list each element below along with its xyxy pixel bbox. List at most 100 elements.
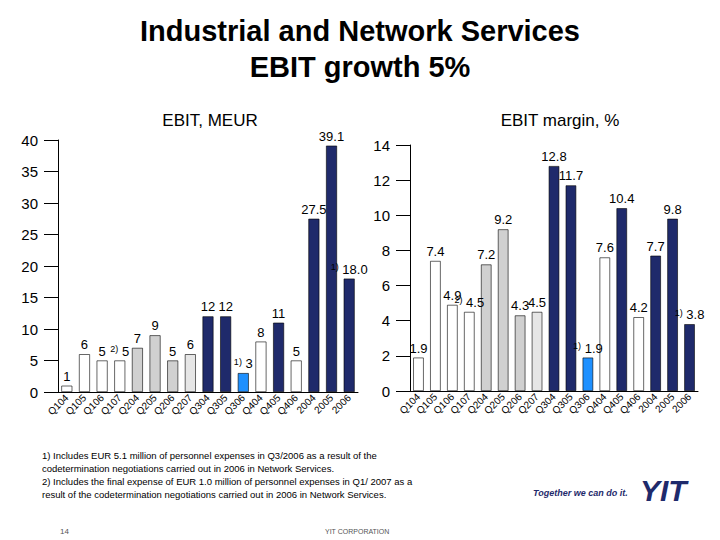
- svg-text:1): 1): [331, 262, 339, 272]
- svg-text:30: 30: [21, 195, 38, 212]
- svg-text:Q205: Q205: [482, 391, 508, 417]
- svg-text:12: 12: [218, 299, 232, 314]
- svg-text:2006: 2006: [330, 392, 354, 416]
- svg-text:2: 2: [382, 347, 390, 364]
- svg-text:7: 7: [134, 331, 141, 346]
- svg-text:Q107: Q107: [98, 392, 124, 418]
- svg-text:8: 8: [382, 242, 390, 259]
- svg-text:35: 35: [21, 163, 38, 180]
- svg-text:18.0: 18.0: [339, 262, 368, 277]
- svg-text:5: 5: [118, 344, 129, 359]
- svg-text:Q205: Q205: [133, 392, 159, 418]
- svg-text:Q406: Q406: [617, 391, 643, 417]
- svg-text:EBIT growth 5%: EBIT growth 5%: [250, 51, 471, 83]
- svg-text:Q104: Q104: [397, 391, 423, 417]
- svg-text:Q306: Q306: [566, 391, 592, 417]
- svg-text:2004: 2004: [294, 392, 318, 416]
- svg-text:Q304: Q304: [186, 392, 212, 418]
- svg-text:6: 6: [81, 337, 88, 352]
- svg-text:Q106: Q106: [80, 392, 106, 418]
- svg-text:2): 2): [454, 295, 462, 305]
- svg-text:1): 1): [234, 357, 242, 367]
- svg-text:7.2: 7.2: [477, 247, 495, 262]
- svg-text:Q305: Q305: [204, 392, 230, 418]
- svg-text:0: 0: [382, 383, 390, 400]
- svg-text:10: 10: [21, 321, 38, 338]
- svg-text:12: 12: [201, 299, 215, 314]
- svg-text:1.9: 1.9: [581, 341, 603, 356]
- svg-text:1): 1): [573, 341, 581, 351]
- svg-text:Q405: Q405: [257, 392, 283, 418]
- svg-text:Q105: Q105: [414, 391, 440, 417]
- svg-text:14: 14: [373, 137, 390, 154]
- svg-text:Q206: Q206: [151, 392, 177, 418]
- svg-text:YIT CORPORATION: YIT CORPORATION: [325, 528, 389, 535]
- svg-text:20: 20: [21, 258, 38, 275]
- svg-text:7.7: 7.7: [647, 239, 665, 254]
- svg-text:Industrial and Network Service: Industrial and Network Services: [140, 15, 580, 47]
- svg-text:2) Includes the final expense: 2) Includes the final expense of EUR 1.0…: [42, 476, 413, 487]
- svg-text:4.3: 4.3: [511, 298, 529, 313]
- svg-text:Q204: Q204: [116, 392, 142, 418]
- svg-text:4.5: 4.5: [528, 295, 546, 310]
- svg-text:27.5: 27.5: [301, 202, 326, 217]
- svg-text:2005: 2005: [312, 392, 336, 416]
- svg-text:6: 6: [382, 277, 390, 294]
- svg-text:EBIT margin, %: EBIT margin, %: [501, 111, 620, 130]
- svg-text:1: 1: [63, 369, 70, 384]
- svg-text:4.2: 4.2: [630, 300, 648, 315]
- svg-text:1.9: 1.9: [409, 341, 427, 356]
- svg-text:Q105: Q105: [63, 392, 89, 418]
- svg-text:11.7: 11.7: [559, 168, 583, 183]
- svg-text:15: 15: [21, 289, 38, 306]
- svg-text:9.2: 9.2: [494, 212, 512, 227]
- svg-text:Q106: Q106: [431, 391, 457, 417]
- svg-text:10: 10: [373, 207, 390, 224]
- svg-text:Q305: Q305: [549, 391, 575, 417]
- svg-text:1) Includes EUR 5.1 million of: 1) Includes EUR 5.1 million of personnel…: [42, 450, 377, 461]
- svg-text:Q406: Q406: [275, 392, 301, 418]
- svg-text:1): 1): [675, 308, 683, 318]
- svg-text:12.8: 12.8: [541, 149, 566, 164]
- svg-text:5: 5: [99, 344, 106, 359]
- svg-text:Q404: Q404: [583, 391, 609, 417]
- svg-text:Q405: Q405: [600, 391, 626, 417]
- svg-text:5: 5: [30, 352, 38, 369]
- svg-text:5: 5: [293, 344, 300, 359]
- svg-text:Q104: Q104: [45, 392, 71, 418]
- svg-text:4.5: 4.5: [462, 295, 484, 310]
- svg-text:25: 25: [21, 226, 38, 243]
- svg-text:Q306: Q306: [222, 392, 248, 418]
- svg-text:7.6: 7.6: [596, 240, 614, 255]
- svg-text:3: 3: [242, 356, 253, 371]
- svg-text:5: 5: [169, 344, 176, 359]
- svg-text:Q304: Q304: [532, 391, 558, 417]
- svg-text:EBIT, MEUR: EBIT, MEUR: [162, 111, 257, 130]
- svg-text:39.1: 39.1: [319, 129, 344, 144]
- svg-text:9: 9: [151, 318, 158, 333]
- svg-text:8: 8: [257, 325, 264, 340]
- svg-text:YIT: YIT: [640, 474, 689, 507]
- svg-text:40: 40: [21, 132, 38, 149]
- svg-text:4: 4: [382, 312, 390, 329]
- svg-text:2006: 2006: [670, 391, 694, 415]
- svg-text:0: 0: [30, 384, 38, 401]
- svg-text:result of the codetermination: result of the codetermination negotiatio…: [42, 489, 386, 500]
- svg-text:11: 11: [272, 306, 286, 321]
- svg-text:3.8: 3.8: [683, 307, 705, 322]
- svg-text:Together we can do it.: Together we can do it.: [533, 488, 628, 498]
- svg-text:10.4: 10.4: [609, 191, 634, 206]
- svg-text:2): 2): [110, 344, 118, 354]
- svg-text:Q107: Q107: [448, 391, 474, 417]
- svg-text:Q206: Q206: [498, 391, 524, 417]
- svg-text:9.8: 9.8: [664, 202, 682, 217]
- svg-text:codetermination negotiations c: codetermination negotiations carried out…: [42, 463, 334, 474]
- svg-text:7.4: 7.4: [426, 244, 444, 259]
- svg-text:6: 6: [187, 337, 194, 352]
- svg-text:Q204: Q204: [465, 391, 491, 417]
- svg-text:Q404: Q404: [239, 392, 265, 418]
- svg-text:12: 12: [373, 172, 390, 189]
- svg-text:Q207: Q207: [169, 392, 195, 418]
- svg-text:Q207: Q207: [515, 391, 541, 417]
- svg-text:14: 14: [60, 527, 69, 536]
